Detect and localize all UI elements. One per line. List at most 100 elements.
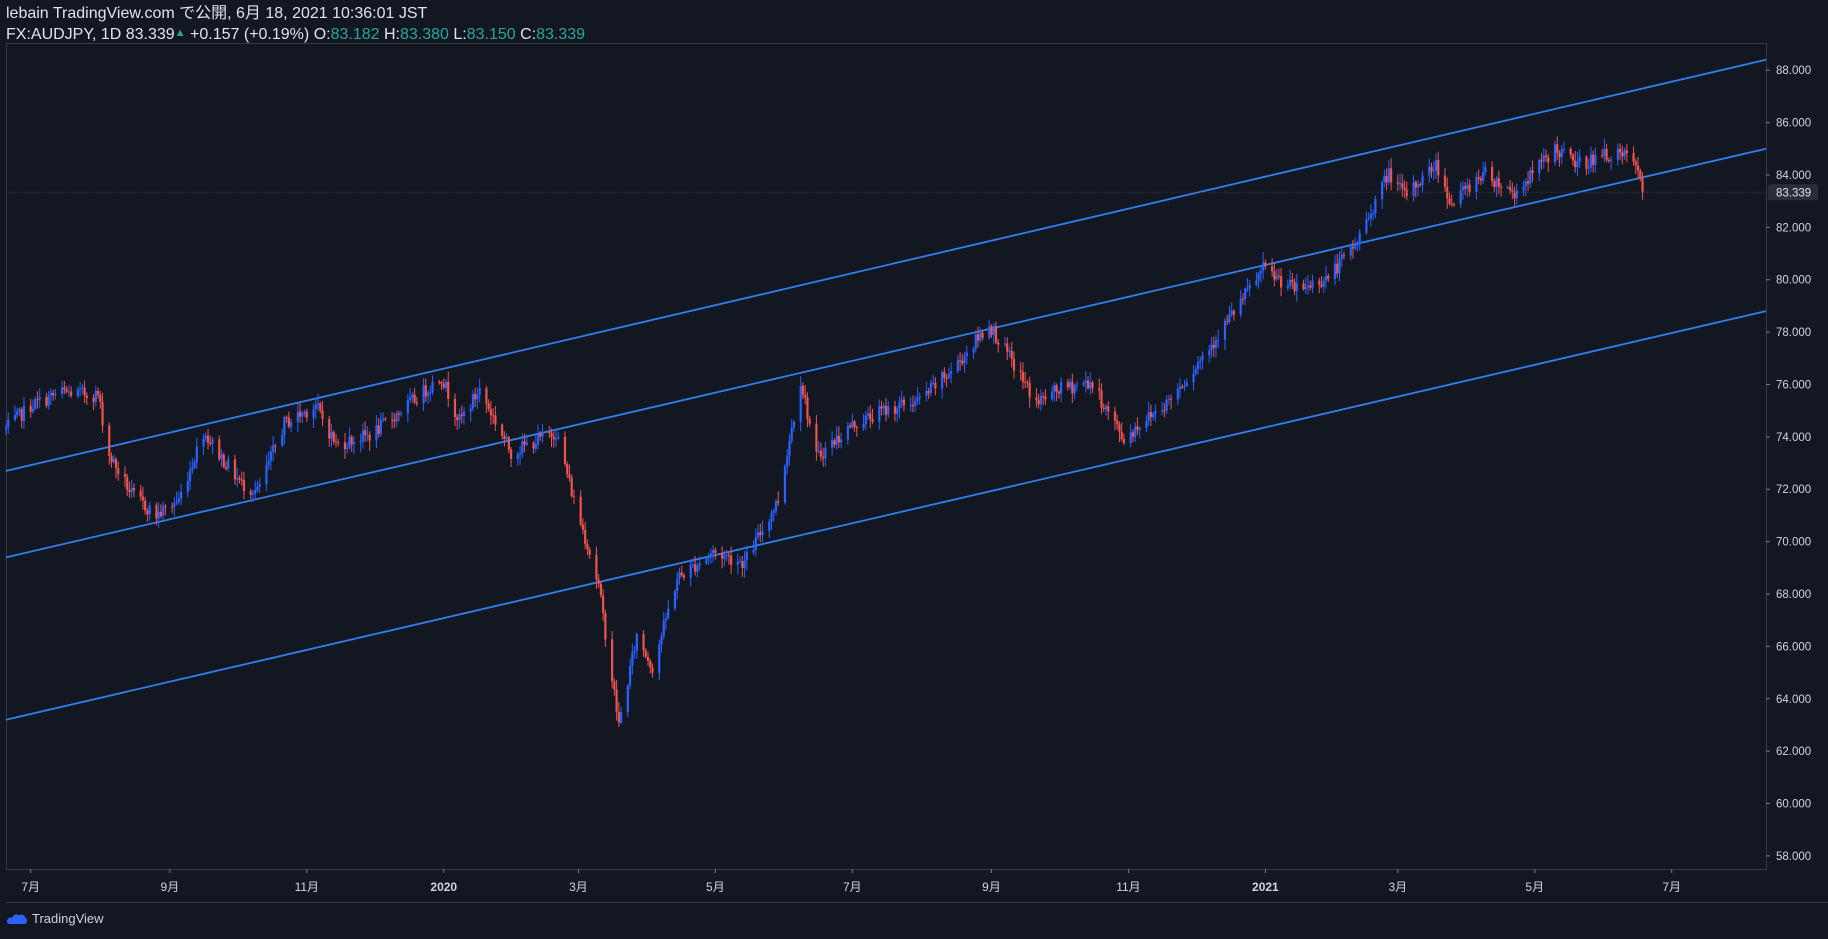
candle-body <box>581 524 585 530</box>
candle-body <box>1338 258 1341 274</box>
candle-body <box>1405 189 1408 196</box>
candle-body <box>824 447 827 459</box>
candle-body <box>934 382 937 389</box>
candle-body <box>725 555 728 557</box>
candle-body <box>1107 406 1110 412</box>
candle-body <box>756 532 760 538</box>
candle-body <box>1511 190 1514 192</box>
trendline-1[interactable] <box>5 58 1767 472</box>
candle-body <box>1057 391 1060 394</box>
candle-body <box>377 425 380 434</box>
candle-body <box>20 409 23 421</box>
candle-body <box>1322 280 1325 287</box>
candle-body <box>664 618 668 621</box>
candle-body <box>49 392 52 396</box>
y-tick-label: 76.000 <box>1776 379 1811 391</box>
candle-body <box>1349 246 1352 256</box>
candle-body <box>1484 167 1487 173</box>
candle-body <box>698 563 701 566</box>
candle-body <box>458 414 461 421</box>
candle-body <box>34 399 37 409</box>
candle-body <box>411 394 414 398</box>
candle-body <box>117 468 120 475</box>
candle-body <box>1553 144 1557 163</box>
candle-body <box>395 413 398 422</box>
candle-body <box>1636 165 1640 171</box>
candle-body <box>1246 288 1249 290</box>
trendline-2[interactable] <box>5 147 1767 559</box>
candle-body <box>837 435 840 443</box>
candle-body <box>1006 343 1009 352</box>
candle-body <box>1008 350 1011 352</box>
candle-body <box>1212 344 1215 348</box>
candle-body <box>1167 398 1170 400</box>
open-label: O: <box>313 26 331 43</box>
candle-body <box>909 405 912 407</box>
candle-body <box>126 476 129 491</box>
candle-body <box>61 387 64 395</box>
candle-body <box>536 434 540 445</box>
candle-body <box>557 436 560 439</box>
candle-body <box>563 436 567 465</box>
candle-body <box>831 440 834 448</box>
candle-body <box>1147 412 1150 422</box>
candle-body <box>249 491 252 495</box>
brand[interactable]: TradingView <box>6 911 104 926</box>
candle-body <box>947 373 950 378</box>
candle-body <box>393 419 396 422</box>
x-tick-label: 2021 <box>1252 880 1279 894</box>
candle-body <box>290 422 293 427</box>
x-tick-label: 2020 <box>430 880 457 894</box>
candle-body <box>774 500 778 511</box>
candle-body <box>1589 154 1592 168</box>
candle-body <box>1113 411 1117 421</box>
candle-body <box>4 427 8 429</box>
candle-body <box>1340 254 1343 259</box>
candle-body <box>1021 372 1025 382</box>
candle-body <box>761 530 764 535</box>
candle-body <box>1035 397 1038 400</box>
candle-body <box>1071 381 1074 394</box>
price-axis[interactable]: 88.000 86.000 84.000 82.000 80.000 78.000 76.0… <box>1766 65 1811 863</box>
candle-body <box>1524 181 1527 187</box>
candle-body <box>359 441 362 443</box>
candle-body <box>36 399 39 401</box>
candle-body <box>1459 190 1462 205</box>
time-axis[interactable]: 7月 9月 11月 2020 3月 5月 7月 9月 11月 2021 3月 5月 7月 <box>21 869 1681 894</box>
candle-body <box>974 334 977 349</box>
candle-body <box>330 431 333 439</box>
candle-body <box>1170 398 1173 400</box>
candle-body <box>256 486 259 490</box>
candle-body <box>171 506 174 508</box>
candle-body <box>70 391 73 396</box>
candle-body <box>1526 181 1530 184</box>
candle-body <box>1199 360 1202 362</box>
candle-body <box>236 477 239 480</box>
candle-body <box>1295 283 1298 292</box>
candle-body <box>851 421 854 428</box>
close-value: 83.339 <box>536 26 586 43</box>
candle-body <box>738 561 742 563</box>
chart-header: lebain TradingView.com で公開, 6月 18, 2021 … <box>6 5 585 44</box>
candle-body <box>1116 420 1119 425</box>
candle-body <box>963 356 966 364</box>
candle-body <box>516 454 519 459</box>
symbol-ohlc: FX:AUDJPY, 1D 83.339▲ +0.157 (+0.19%) O:… <box>6 24 585 44</box>
candle-body <box>552 436 555 440</box>
candle-body <box>1122 439 1126 444</box>
candle-body <box>815 423 818 452</box>
candle-body <box>1309 285 1312 288</box>
candle-body <box>1634 161 1637 166</box>
y-tick-label: 62.000 <box>1776 746 1811 758</box>
candle-body <box>994 326 998 343</box>
candle-body <box>1248 285 1251 289</box>
candle-body <box>1607 159 1610 161</box>
candle-body <box>696 565 699 572</box>
candle-body <box>1024 381 1027 383</box>
candle-body <box>833 440 836 445</box>
candle-body <box>1618 148 1622 153</box>
trendline-3[interactable] <box>5 310 1767 721</box>
candle-body <box>1428 166 1431 176</box>
y-tick-label: 86.000 <box>1776 118 1811 130</box>
